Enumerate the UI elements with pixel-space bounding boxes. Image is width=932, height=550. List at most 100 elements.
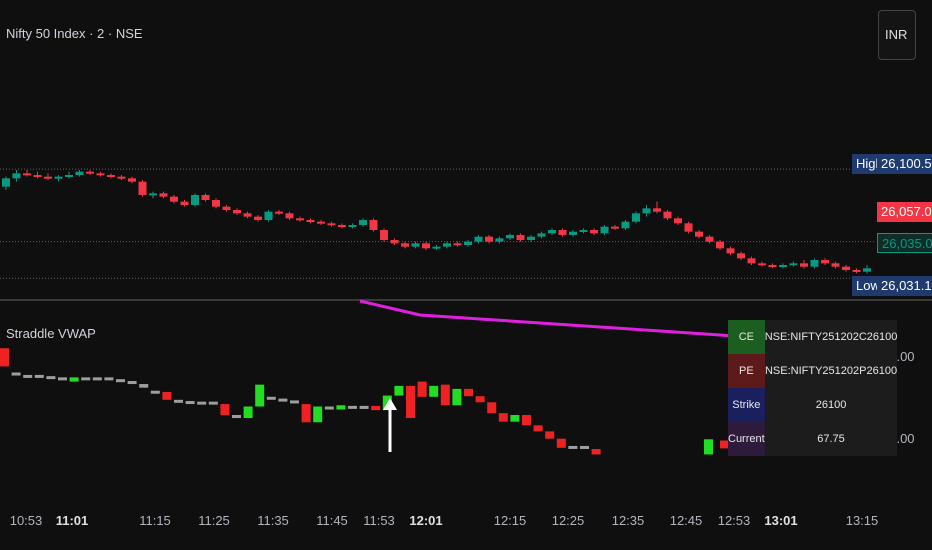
main-chart-title: Nifty 50 Index · 2 · NSE [6,26,143,41]
main-candle [411,243,420,247]
main-candle [464,241,472,245]
main-candle [852,270,861,272]
main-candle [390,240,399,244]
main-candle [285,213,294,219]
x-tick-label: 11:45 [316,513,348,528]
indicator-candle [34,374,44,378]
main-candle [128,178,136,182]
indicator-candle [591,449,601,455]
main-candle [432,246,441,249]
x-tick-label: 11:35 [257,513,289,528]
indicator-candle [197,401,207,405]
main-candle [684,223,693,232]
indicator-candle [394,385,404,396]
high-price-tag: 26,100.50 [877,154,932,174]
x-tick-label: 13:01 [764,513,798,528]
x-tick-label: 11:15 [139,513,171,528]
indicator-candle [417,381,427,397]
main-candle [369,220,378,230]
main-candle [170,196,178,202]
indicator-candle [127,381,137,385]
indicator-candle [278,398,288,402]
contract-info-table: CE NSE:NIFTY251202C26100 PE NSE:NIFTY25120… [728,320,898,456]
x-tick-label: 10:53 [9,513,43,528]
x-tick-label: 12:35 [611,513,645,528]
indicator-candle [220,404,230,415]
main-candle [663,211,672,219]
main-candle [506,235,514,239]
table-row-pe: PE NSE:NIFTY251202P26100 [728,354,898,388]
low-label-tag: Low [852,276,884,296]
main-candle [821,260,829,264]
main-candle [600,226,609,234]
indicator-tail-candle [704,439,713,455]
main-candle [306,220,315,222]
indicator-candle [429,385,439,397]
indicator-candle [313,406,323,423]
main-candle [516,235,525,240]
indicator-candle [545,431,555,439]
indicator-candle [568,445,578,449]
main-candle [485,236,493,242]
x-tick-label: 11:53 [363,513,395,528]
indicator-candle [533,425,543,432]
main-candle [737,253,745,259]
main-candle [222,206,231,210]
indicator-candle [336,405,346,410]
main-candle [359,220,367,225]
main-candle [779,265,787,267]
main-candle [254,216,262,220]
main-candle [611,226,619,229]
main-candle [632,213,640,222]
table-row-strike: Strike 26100 [728,388,898,422]
main-candle [275,211,283,214]
main-candle [380,230,388,240]
main-candle [348,225,357,227]
main-candle [191,195,199,205]
main-candle [243,213,252,217]
main-candle [558,230,567,235]
indicator-candle [92,377,102,381]
main-candle [149,193,157,196]
main-candle [12,173,21,179]
main-candle [789,263,798,266]
main-candle [54,176,63,179]
main-candle [768,265,777,267]
main-candle [159,193,168,197]
indicator-candle [452,388,462,406]
strike-label: Strike [728,388,765,422]
main-candle [537,233,546,237]
main-candle [810,260,819,267]
main-candle [831,263,840,267]
indicator-candle [510,415,520,422]
currency-button[interactable]: INR [878,10,916,60]
current-value: 67.75 [764,422,898,456]
main-candle [2,178,10,187]
main-candle [180,201,189,205]
indicator-candle [150,390,160,394]
x-tick-label: 12:01 [409,513,443,528]
low-price-tag: 26,031.10 [877,276,932,296]
main-candle [86,171,94,174]
indicator-candle [487,402,497,414]
indicator-candle [139,384,149,388]
x-tick-label: 12:45 [669,513,703,528]
main-candle [842,266,850,270]
indicator-candle [46,376,56,380]
indicator-candle [185,401,195,405]
indicator-candle [580,445,589,449]
main-candle [138,181,147,195]
indicator-candle [406,385,415,419]
indicator-candle [371,405,381,411]
main-candle [579,230,588,232]
pe-label: PE [728,354,765,388]
indicator-candle [522,415,531,426]
main-candle [590,230,598,234]
x-tick-label: 13:15 [845,513,879,528]
indicator-candle [301,404,311,423]
indicator-candle [440,384,450,406]
x-tick-label: 12:25 [551,513,585,528]
indicator-candle [58,377,67,381]
indicator-candle [348,405,357,409]
